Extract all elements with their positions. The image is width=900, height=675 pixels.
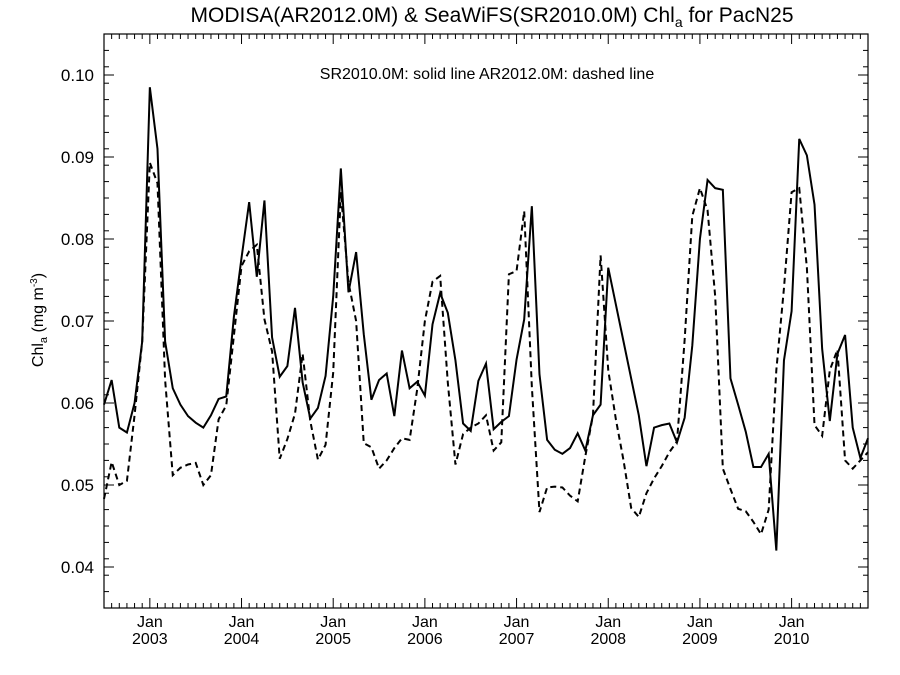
x-tick-month-label: Jan [320, 614, 346, 631]
x-tick-month-label: Jan [137, 614, 163, 631]
y-tick-label: 0.08 [61, 230, 94, 249]
y-axis-ticks: 0.04 0.05 0.06 0.07 0.08 0.09 0.10 [61, 33, 868, 609]
y-axis-label: Chla (mg m-3) [29, 273, 50, 367]
x-tick-month-label: Jan [412, 614, 438, 631]
x-tick-year-label: 2006 [407, 631, 443, 648]
solid-series-line [103, 87, 869, 551]
x-tick-year-label: 2008 [590, 631, 626, 648]
x-tick-month-label: Jan [595, 614, 621, 631]
chart-title: MODISA(AR2012.0M) & SeaWiFS(SR2010.0M) C… [191, 4, 794, 30]
y-axis-label-superscript: -3 [29, 278, 40, 287]
y-tick-label: 0.06 [61, 394, 94, 413]
y-tick-label: 0.07 [61, 312, 94, 331]
y-tick-label: 0.05 [61, 476, 94, 495]
x-tick-year-label: 2010 [774, 631, 810, 648]
x-tick-month-label: Jan [504, 614, 530, 631]
chart-title-main: MODISA(AR2012.0M) & SeaWiFS(SR2010.0M) C… [191, 4, 675, 27]
x-tick-month-label: Jan [229, 614, 255, 631]
y-tick-label: 0.09 [61, 148, 94, 167]
x-axis-ticks: Jan2003Jan2004Jan2005Jan2006Jan2007Jan20… [103, 34, 869, 648]
y-axis-label-close: ) [30, 273, 47, 278]
y-tick-label: 0.04 [61, 558, 94, 577]
series-layer [103, 87, 869, 551]
x-tick-year-label: 2009 [682, 631, 718, 648]
x-tick-year-label: 2007 [499, 631, 535, 648]
x-tick-year-label: 2003 [132, 631, 168, 648]
y-tick-label: 0.10 [61, 66, 94, 85]
x-tick-month-label: Jan [779, 614, 805, 631]
y-axis-label-unit: (mg m [30, 287, 47, 337]
y-axis-label-subscript: a [38, 336, 50, 343]
chart-title-tail: for PacN25 [683, 4, 794, 27]
dashed-series-line [103, 162, 869, 537]
x-tick-year-label: 2004 [224, 631, 260, 648]
line-style-annotation: SR2010.0M: solid line AR2012.0M: dashed … [320, 66, 655, 83]
chart-title-subscript: a [675, 14, 683, 30]
x-tick-month-label: Jan [687, 614, 713, 631]
y-axis-label-main: Chl [30, 343, 47, 367]
x-tick-year-label: 2005 [315, 631, 351, 648]
